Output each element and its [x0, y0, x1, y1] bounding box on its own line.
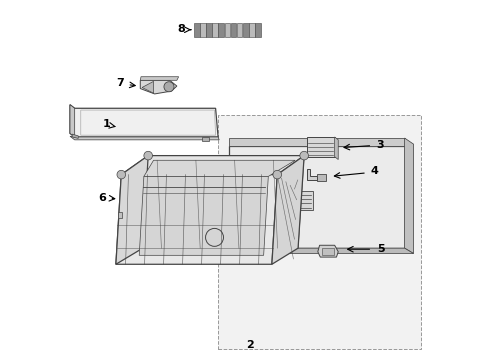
Bar	[212, 23, 218, 37]
Bar	[200, 23, 206, 37]
Polygon shape	[307, 169, 317, 180]
Text: 1: 1	[103, 120, 111, 129]
Polygon shape	[272, 156, 304, 264]
Polygon shape	[122, 156, 304, 175]
Polygon shape	[142, 81, 153, 93]
Polygon shape	[202, 137, 209, 141]
Circle shape	[164, 82, 174, 92]
Polygon shape	[143, 156, 304, 248]
Bar	[317, 174, 326, 181]
Circle shape	[117, 170, 125, 179]
Text: 5: 5	[377, 244, 384, 254]
Text: 2: 2	[246, 340, 254, 350]
Text: 6: 6	[98, 193, 106, 203]
Bar	[206, 23, 212, 37]
Bar	[231, 23, 236, 37]
Polygon shape	[318, 245, 338, 257]
Polygon shape	[144, 160, 295, 176]
Circle shape	[300, 151, 309, 160]
Text: 7: 7	[117, 78, 124, 88]
Text: 3: 3	[377, 140, 384, 150]
Polygon shape	[116, 156, 148, 264]
Circle shape	[144, 151, 152, 160]
Polygon shape	[229, 248, 414, 253]
Text: 4: 4	[371, 166, 379, 176]
Bar	[307, 137, 335, 157]
Polygon shape	[229, 138, 405, 146]
Polygon shape	[118, 212, 122, 218]
Bar	[255, 23, 261, 37]
Polygon shape	[229, 146, 405, 248]
Polygon shape	[70, 105, 218, 137]
Polygon shape	[72, 134, 78, 138]
Bar	[281, 191, 313, 211]
Polygon shape	[335, 137, 338, 159]
Polygon shape	[405, 138, 414, 253]
Bar	[243, 23, 248, 37]
Polygon shape	[140, 80, 177, 94]
Bar	[237, 23, 243, 37]
Bar	[322, 248, 334, 255]
Polygon shape	[116, 175, 277, 264]
Text: 8: 8	[177, 24, 185, 35]
Bar	[194, 23, 200, 37]
Bar	[218, 116, 421, 348]
Bar	[249, 23, 255, 37]
Circle shape	[273, 170, 282, 179]
Polygon shape	[140, 77, 179, 80]
Bar	[224, 23, 230, 37]
Polygon shape	[70, 136, 219, 140]
Polygon shape	[139, 176, 269, 255]
Polygon shape	[70, 105, 74, 137]
Bar	[219, 23, 224, 37]
